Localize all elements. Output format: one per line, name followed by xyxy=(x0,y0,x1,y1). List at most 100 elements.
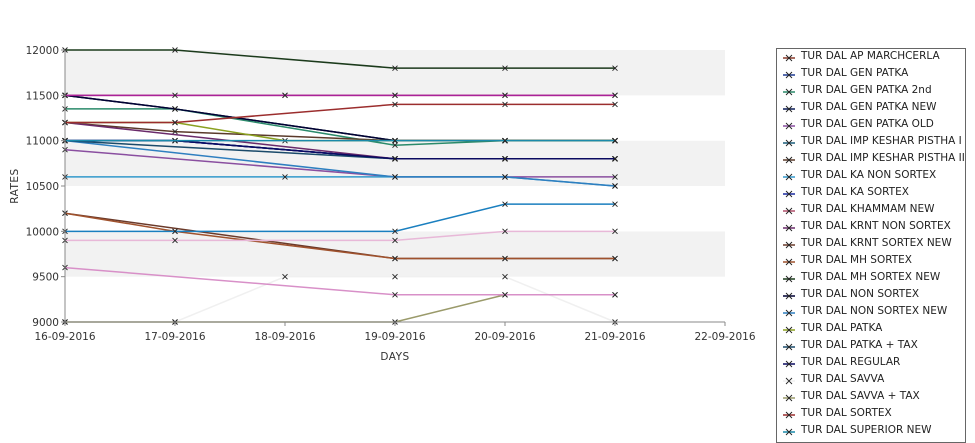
data-point-marker xyxy=(172,47,178,53)
legend-item: TUR DAL PATKA xyxy=(777,321,965,338)
legend-marker-icon xyxy=(783,120,795,132)
legend-label: TUR DAL NON SORTEX NEW xyxy=(801,305,948,317)
series-21 xyxy=(62,101,618,126)
data-point-marker xyxy=(502,228,508,235)
legend-item: TUR DAL GEN PATKA xyxy=(777,66,965,83)
data-point-marker xyxy=(172,237,178,244)
legend-item: TUR DAL SORTEX xyxy=(777,406,965,423)
y-tick-label: 10000 xyxy=(26,226,59,238)
data-point-marker xyxy=(392,101,398,108)
legend-marker-icon xyxy=(783,188,795,200)
data-point-marker xyxy=(612,155,618,162)
data-point-marker xyxy=(612,92,618,99)
legend-marker-icon xyxy=(783,324,795,336)
y-tick-label: 9500 xyxy=(32,272,59,284)
data-point-marker xyxy=(612,183,618,189)
legend-item: TUR DAL KA SORTEX xyxy=(777,185,965,202)
legend-item: TUR DAL SUPERIOR NEW xyxy=(777,423,965,440)
legend-label: TUR DAL NON SORTEX xyxy=(801,288,920,300)
series-15 xyxy=(62,137,618,189)
data-point-marker xyxy=(612,174,618,180)
data-point-marker xyxy=(392,142,398,149)
legend-label: TUR DAL KA NON SORTEX xyxy=(801,169,937,181)
data-point-marker xyxy=(392,228,398,235)
legend-label: TUR DAL AP MARCHCERLA xyxy=(801,50,940,62)
y-tick-label: 11000 xyxy=(26,136,59,148)
legend-item: TUR DAL AP MARCHCERLA xyxy=(777,49,965,66)
legend-marker-icon xyxy=(783,154,795,166)
legend-item: TUR DAL MH SORTEX xyxy=(777,253,965,270)
x-tick-label: 20-09-2016 xyxy=(474,331,535,343)
data-point-marker xyxy=(172,128,178,135)
legend-label: TUR DAL IMP KESHAR PISTHA I xyxy=(801,135,962,147)
data-point-marker xyxy=(392,273,398,280)
legend-item: TUR DAL SAVVA + TAX xyxy=(777,389,965,406)
series-23 xyxy=(62,92,618,99)
legend-label: TUR DAL SAVVA xyxy=(801,373,885,385)
data-point-marker xyxy=(392,174,398,180)
legend-marker-icon xyxy=(783,256,795,268)
legend-marker-icon xyxy=(783,239,795,251)
data-point-marker xyxy=(502,273,508,280)
legend-label: TUR DAL GEN PATKA NEW xyxy=(801,101,937,113)
legend-label: TUR DAL KA SORTEX xyxy=(801,186,909,198)
data-point-marker xyxy=(172,119,178,126)
data-point-marker xyxy=(502,65,508,71)
legend-label: TUR DAL GEN PATKA OLD xyxy=(801,118,934,130)
data-point-marker xyxy=(392,237,398,244)
y-tick-label: 12000 xyxy=(26,45,59,57)
data-point-marker xyxy=(392,155,398,162)
series-line xyxy=(64,266,615,296)
legend-label: TUR DAL PATKA xyxy=(801,322,883,334)
x-tick-label: 17-09-2016 xyxy=(144,331,205,343)
legend-label: TUR DAL SAVVA + TAX xyxy=(801,390,920,402)
plot-band xyxy=(65,186,725,232)
legend-label: TUR DAL SORTEX xyxy=(801,407,892,419)
legend-label: TUR DAL IMP KESHAR PISTHA II xyxy=(801,152,965,164)
data-point-marker xyxy=(612,137,618,144)
data-point-marker xyxy=(502,201,508,207)
legend-item: TUR DAL IMP KESHAR PISTHA II xyxy=(777,151,965,168)
plot-band xyxy=(65,50,725,96)
series-22 xyxy=(62,137,618,144)
legend-item: TUR DAL PATKA + TAX xyxy=(777,338,965,355)
legend-item: TUR DAL IMP KESHAR PISTHA I xyxy=(777,134,965,151)
data-point-marker xyxy=(502,255,508,262)
y-tick-label: 10500 xyxy=(26,181,59,193)
legend-item: TUR DAL SAVVA xyxy=(777,372,965,389)
legend-marker-icon xyxy=(783,222,795,234)
data-point-marker xyxy=(392,92,398,99)
plot-band xyxy=(65,140,725,186)
series-25 xyxy=(62,264,618,298)
data-point-marker xyxy=(392,255,398,262)
legend-marker-icon xyxy=(783,205,795,217)
legend-item: TUR DAL GEN PATKA NEW xyxy=(777,100,965,117)
data-point-marker xyxy=(612,255,618,262)
legend-label: TUR DAL KRNT SORTEX NEW xyxy=(801,237,952,249)
y-axis-title: RATES xyxy=(9,168,21,203)
line-chart: 9000 9500 10000 10500 11000 11500 12000 16-09-2… xyxy=(9,45,756,363)
legend-item: TUR DAL NON SORTEX NEW xyxy=(777,304,965,321)
legend-marker-icon xyxy=(783,69,795,81)
series-line xyxy=(64,139,616,187)
x-tick-label: 16-09-2016 xyxy=(34,331,95,343)
data-point-marker xyxy=(392,291,398,298)
legend-marker-icon xyxy=(783,273,795,285)
x-tick-label: 18-09-2016 xyxy=(254,331,315,343)
legend-label: TUR DAL KRNT NON SORTEX xyxy=(801,220,951,232)
chart-legend: TUR DAL AP MARCHCERLA TUR DAL GEN PATKA TU… xyxy=(776,48,966,443)
legend-label: TUR DAL GEN PATKA xyxy=(801,67,909,79)
legend-marker-icon xyxy=(783,375,795,387)
legend-marker-icon xyxy=(783,341,795,353)
x-tick-label: 21-09-2016 xyxy=(584,331,645,343)
data-point-marker xyxy=(612,291,618,298)
legend-item: TUR DAL KA NON SORTEX xyxy=(777,168,965,185)
legend-marker-icon xyxy=(783,137,795,149)
legend-marker-icon xyxy=(783,86,795,98)
legend-marker-icon xyxy=(783,290,795,302)
data-point-marker xyxy=(502,101,508,108)
data-point-marker xyxy=(612,228,618,235)
legend-label: TUR DAL MH SORTEX xyxy=(801,254,912,266)
legend-label: TUR DAL MH SORTEX NEW xyxy=(801,271,941,283)
plot-band xyxy=(65,276,725,322)
